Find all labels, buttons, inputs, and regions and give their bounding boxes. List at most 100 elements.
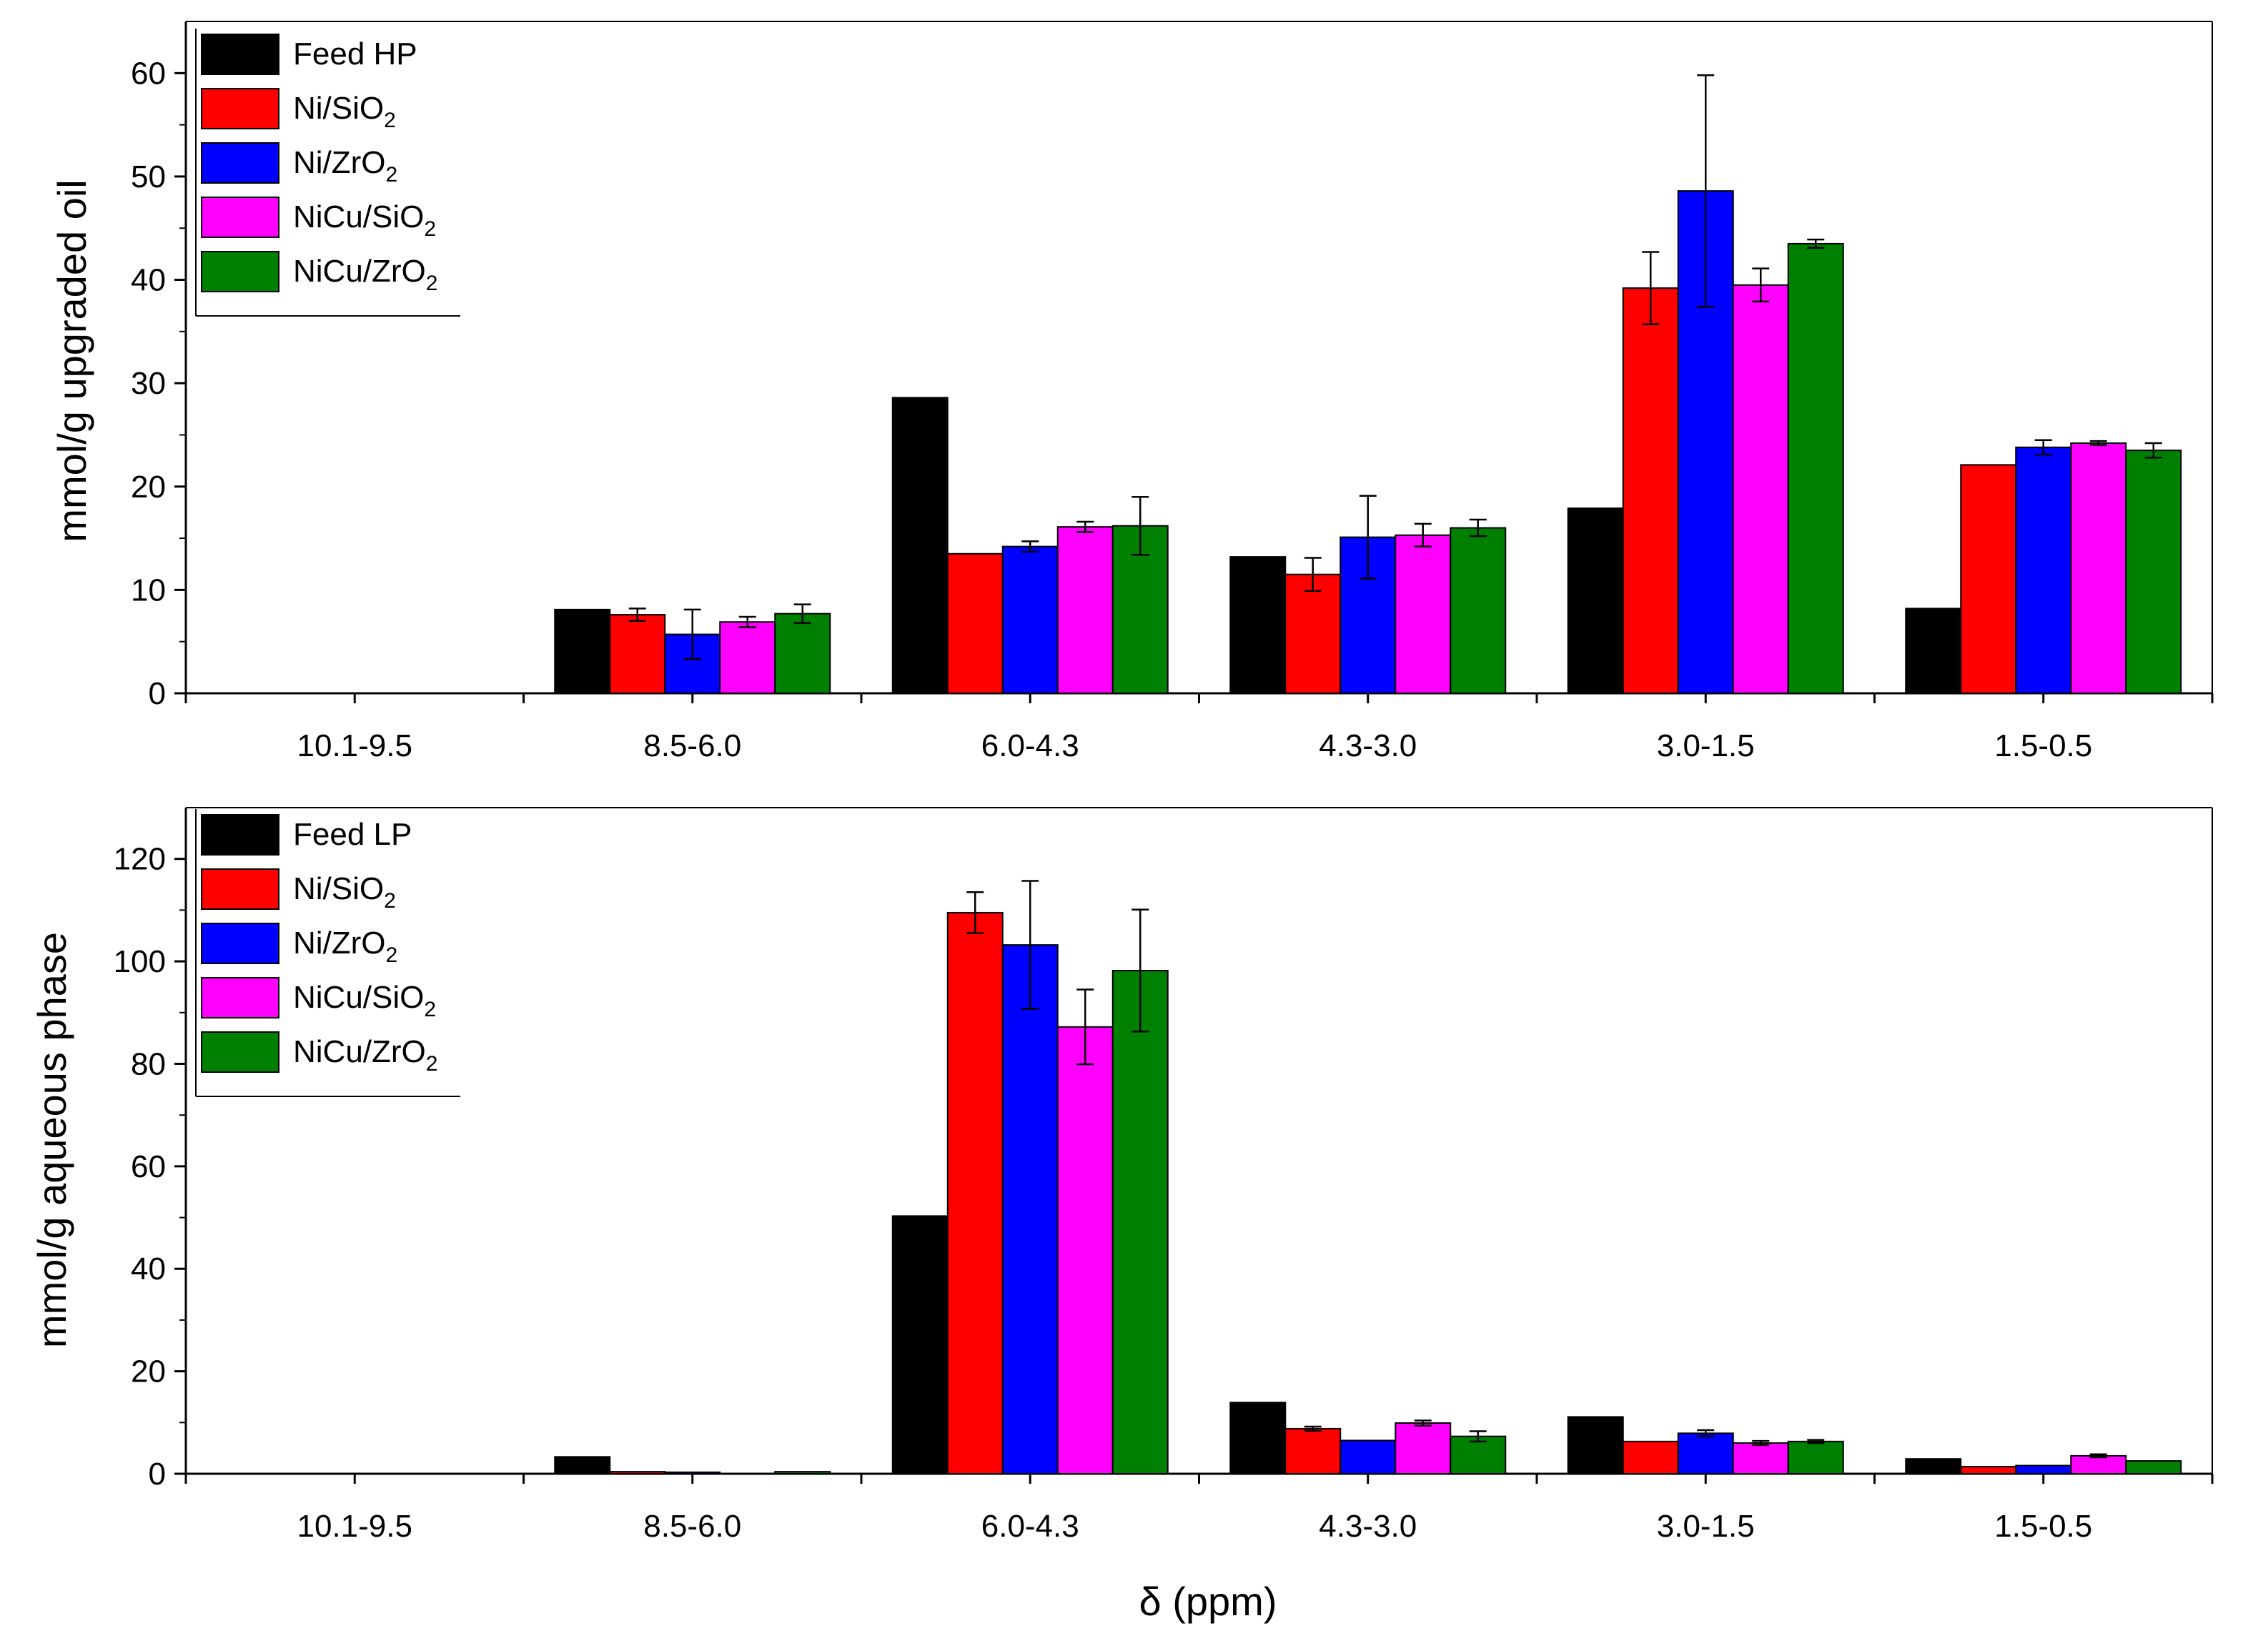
y-tick-label: 40 — [131, 1251, 166, 1286]
series-feed-hp — [554, 397, 1962, 695]
bar — [554, 608, 611, 694]
y-tick-label: 10 — [131, 572, 166, 608]
legend-item: Ni/SiO2 — [201, 88, 396, 132]
chart-upgraded-oil: mmol/g upgraded oil 0 10 20 30 40 50 60 10.1-9.… — [49, 21, 2214, 763]
x-tick-label: 3.0-1.5 — [1657, 728, 1755, 763]
bar — [1960, 1465, 2017, 1475]
legend-swatch — [201, 142, 279, 184]
series-nicu-sio2 — [719, 267, 2127, 695]
bar — [891, 397, 949, 695]
y-tick-label: 60 — [131, 56, 166, 91]
bar — [1450, 527, 1507, 694]
bar — [2125, 1460, 2182, 1474]
bar — [1395, 534, 1452, 694]
bar — [946, 911, 1004, 1474]
y-tick-label: 60 — [131, 1149, 166, 1184]
series-ni-zro2 — [664, 74, 2072, 695]
x-tick-label: 4.3-3.0 — [1319, 1509, 1417, 1544]
chart-aqueous-phase: mmol/g aqueous phase 0 20 40 60 80 100 120 10.1… — [29, 807, 2214, 1544]
bar — [1229, 556, 1287, 694]
legend-label: NiCu/ZrO2 — [293, 1034, 437, 1076]
bar — [609, 614, 666, 694]
axes-upgraded-oil: 0 10 20 30 40 50 60 10.1-9.5 8.5-6.0 6.0-4.3 4.3-3… — [131, 21, 2214, 763]
legend-swatch — [201, 868, 279, 910]
series-ni-zro2 — [664, 880, 2072, 1475]
x-axis-title: δ (ppm) — [1139, 1579, 1277, 1624]
bar — [2070, 1454, 2127, 1475]
legend-item: Feed LP — [201, 814, 412, 856]
bar — [1339, 1439, 1397, 1475]
y-tick-label: 120 — [114, 842, 166, 877]
bar — [664, 1471, 721, 1474]
y-tick-label: 30 — [131, 366, 166, 401]
bar — [1229, 1402, 1287, 1474]
bar — [1395, 1422, 1452, 1475]
bar — [1677, 1432, 1734, 1474]
legend-label: Ni/ZrO2 — [293, 145, 397, 187]
bar — [1001, 545, 1059, 695]
bar — [1787, 1440, 1844, 1475]
legend-item: NiCu/ZrO2 — [201, 1031, 437, 1076]
bar — [1732, 1442, 1789, 1475]
bar — [1056, 1026, 1114, 1474]
bar — [1622, 287, 1679, 695]
y-axis-title-upgraded-oil: mmol/g upgraded oil — [49, 179, 94, 542]
legend-item: Ni/ZrO2 — [201, 142, 397, 187]
legend-upgraded-oil: Feed HP Ni/SiO2 Ni/ZrO2 NiCu/SiO2 NiCu/ZrO2 — [195, 29, 460, 317]
legend-swatch — [201, 34, 279, 75]
series-ni-sio2 — [609, 891, 2017, 1475]
y-tick-label: 100 — [114, 944, 166, 979]
bar — [946, 552, 1004, 694]
legend-label: NiCu/SiO2 — [293, 199, 436, 241]
legend-swatch — [201, 923, 279, 964]
y-tick-label: 0 — [149, 1457, 166, 1492]
legend-item: Ni/ZrO2 — [201, 923, 397, 967]
bar — [1001, 944, 1059, 1474]
legend-label: Ni/ZrO2 — [293, 926, 397, 967]
x-tick-label: 6.0-4.3 — [981, 728, 1079, 763]
y-tick-label: 0 — [149, 676, 166, 711]
legend-label: NiCu/ZrO2 — [293, 254, 437, 295]
bar — [2015, 446, 2072, 694]
bar — [1905, 1458, 1962, 1474]
bars-aqueous-phase — [554, 880, 2182, 1475]
legend-item: Feed HP — [201, 34, 417, 75]
bar — [1787, 242, 1844, 694]
bar — [1732, 284, 1789, 694]
bar — [774, 1471, 831, 1475]
legend-swatch — [201, 88, 279, 129]
y-tick-label: 20 — [131, 470, 166, 505]
x-tick-label: 1.5-0.5 — [1994, 728, 2092, 763]
bar — [1567, 1416, 1624, 1474]
legend-item: NiCu/SiO2 — [201, 977, 436, 1021]
legend-label: Ni/SiO2 — [293, 91, 396, 132]
legend-swatch — [201, 814, 279, 856]
bar — [2015, 1464, 2072, 1475]
bar — [1567, 507, 1624, 695]
x-tick-label: 1.5-0.5 — [1994, 1509, 2092, 1544]
x-tick-label: 3.0-1.5 — [1657, 1509, 1755, 1544]
bar — [774, 613, 831, 695]
legend-swatch — [201, 1031, 279, 1073]
x-tick-label: 10.1-9.5 — [297, 1509, 412, 1544]
y-tick-label: 40 — [131, 263, 166, 298]
x-tick-label: 10.1-9.5 — [297, 728, 412, 763]
bar — [554, 1456, 611, 1475]
legend-label: Ni/SiO2 — [293, 871, 396, 913]
y-axis-title-aqueous-phase: mmol/g aqueous phase — [29, 932, 74, 1348]
bars-upgraded-oil — [554, 74, 2182, 695]
legend-item: NiCu/ZrO2 — [201, 251, 437, 295]
x-tick-label: 4.3-3.0 — [1319, 728, 1417, 763]
legend-item: NiCu/SiO2 — [201, 197, 436, 241]
x-tick-label: 8.5-6.0 — [643, 1509, 741, 1544]
bar — [2070, 442, 2127, 694]
x-tick-label: 8.5-6.0 — [643, 728, 741, 763]
bar — [719, 621, 776, 695]
x-tick-label: 6.0-4.3 — [981, 1509, 1079, 1544]
legend-label: NiCu/SiO2 — [293, 980, 436, 1021]
series-nicu-zro2 — [774, 238, 2182, 695]
legend-swatch — [201, 977, 279, 1018]
y-tick-label: 80 — [131, 1046, 166, 1081]
y-tick-label: 20 — [131, 1354, 166, 1389]
